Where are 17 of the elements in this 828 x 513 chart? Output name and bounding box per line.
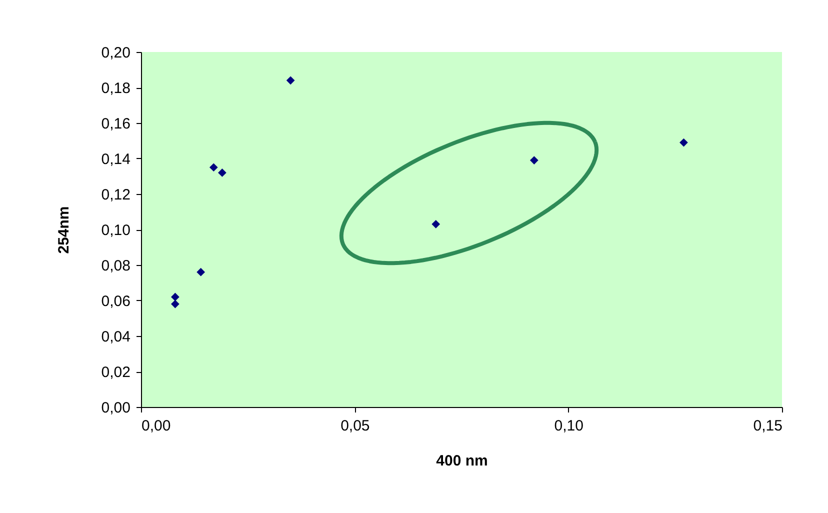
y-tick-label: 0,20 [101, 44, 130, 62]
y-axis-title: 254nm [55, 206, 72, 254]
x-tick-label: 0,15 [753, 418, 782, 434]
y-tick-label: 0,12 [101, 186, 130, 204]
y-tick-label: 0,16 [101, 116, 130, 132]
x-tick-label: 0,05 [340, 418, 370, 434]
y-tick-label: 0,02 [101, 364, 130, 381]
y-tick-label: 0,04 [101, 328, 130, 346]
y-tick-label: 0,18 [101, 80, 130, 97]
x-tick-label: 0,10 [554, 418, 584, 434]
x-tick-label: 0,00 [142, 418, 171, 434]
x-axis-title: 400 nm [436, 452, 488, 470]
y-tick-label: 0,10 [101, 222, 130, 239]
y-tick-label: 0,06 [101, 293, 130, 310]
y-tick-label: 0,08 [101, 258, 130, 274]
y-tick-label: 0,00 [101, 400, 130, 416]
y-tick-label: 0,14 [101, 151, 130, 168]
